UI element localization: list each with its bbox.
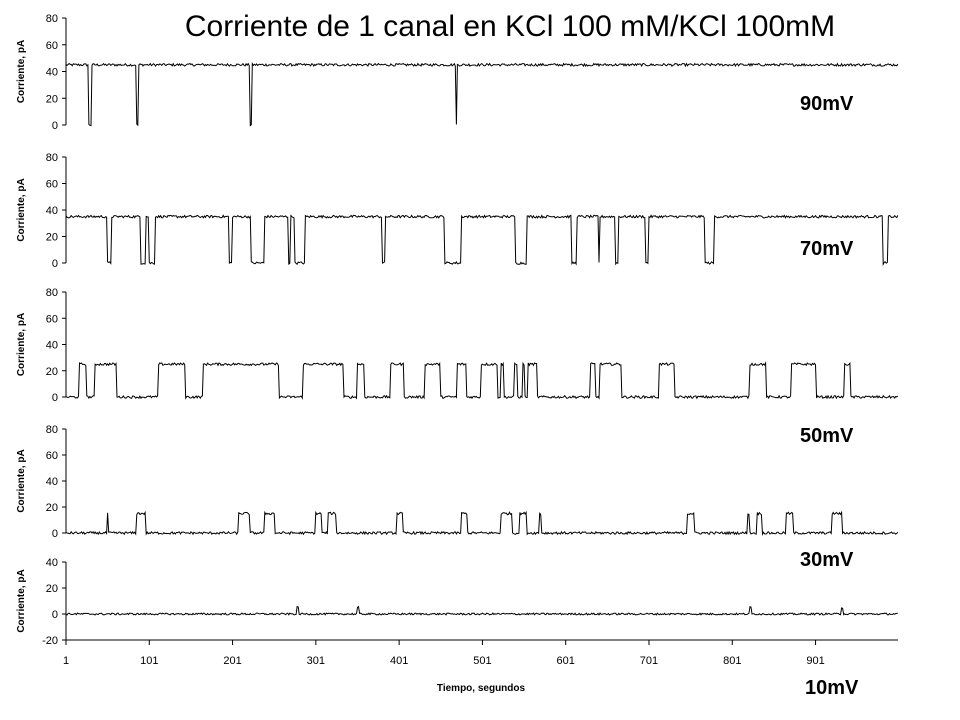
y-tick-label: 80: [46, 152, 58, 164]
y-tick-label: 40: [46, 67, 58, 79]
y-tick-label: -20: [42, 635, 58, 647]
chart-title: Corriente de 1 canal en KCl 100 mM/KCl 1…: [185, 10, 835, 43]
voltage-label: 70mV: [800, 238, 854, 260]
y-tick-label: 20: [46, 502, 58, 514]
y-tick-label: 60: [46, 40, 58, 52]
y-tick-label: 40: [46, 340, 58, 352]
voltage-label: 50mV: [800, 425, 854, 447]
panel-10mV: -20 0 20 40 Corriente, pA 10mV: [16, 557, 898, 699]
x-tick-label: 1: [63, 655, 69, 667]
current-trace-10mV: [65, 605, 898, 616]
y-tick-label: 20: [46, 366, 58, 378]
panel-90mV: 0 20 40 60 80 Corriente, pA 90mV: [16, 13, 899, 132]
y-axis-label: Corriente, pA: [16, 313, 27, 376]
y-tick-label: 0: [52, 528, 58, 540]
panels: 0 20 40 60 80 Corriente, pA 90mV 0 20 40 60 80 Corri…: [16, 13, 899, 699]
x-tick-label: 701: [640, 655, 658, 667]
y-tick-label: 60: [46, 313, 58, 325]
current-trace-70mV: [65, 214, 899, 267]
current-trace-30mV: [65, 510, 899, 537]
y-tick-label: 20: [46, 232, 58, 244]
y-tick-label: 80: [46, 287, 58, 299]
voltage-label: 30mV: [800, 549, 854, 571]
y-tick-label: 0: [52, 609, 58, 621]
y-tick-label: 20: [46, 583, 58, 595]
x-tick-label: 901: [806, 655, 824, 667]
x-tick-label: 101: [140, 655, 158, 667]
y-tick-label: 0: [52, 120, 58, 132]
y-axis-label: Corriente, pA: [16, 449, 27, 512]
current-trace-90mV: [65, 61, 899, 127]
current-trace-50mV: [65, 361, 899, 401]
y-tick-label: 0: [52, 392, 58, 404]
y-tick-label: 60: [46, 450, 58, 462]
y-tick-label: 60: [46, 179, 58, 191]
x-tick-label: 301: [307, 655, 325, 667]
y-axis-label: Corriente, pA: [16, 569, 27, 632]
panel-50mV: 0 20 40 60 80 Corriente, pA 50mV: [16, 287, 899, 447]
panel-30mV: 0 20 40 60 80 Corriente, pA 30mV: [16, 424, 899, 571]
x-tick-label: 501: [473, 655, 491, 667]
x-tick-label: 801: [723, 655, 741, 667]
x-axis-label: Tiempo, segundos: [437, 683, 526, 694]
x-tick-label: 201: [223, 655, 241, 667]
y-axis-label: Corriente, pA: [16, 178, 27, 241]
y-tick-label: 40: [46, 557, 58, 569]
x-tick-label: 601: [557, 655, 575, 667]
y-tick-label: 0: [52, 258, 58, 270]
y-tick-label: 40: [46, 205, 58, 217]
y-tick-label: 80: [46, 13, 58, 25]
x-axis: 1 101 201 301 401 501 601 701 801 901: [63, 639, 898, 667]
y-tick-label: 20: [46, 93, 58, 105]
voltage-label: 10mV: [805, 677, 859, 699]
panel-70mV: 0 20 40 60 80 Corriente, pA 70mV: [16, 152, 899, 270]
x-tick-label: 401: [390, 655, 408, 667]
voltage-label: 90mV: [800, 93, 854, 115]
y-tick-label: 80: [46, 424, 58, 436]
y-tick-label: 40: [46, 476, 58, 488]
y-axis-label: Corriente, pA: [16, 40, 27, 103]
